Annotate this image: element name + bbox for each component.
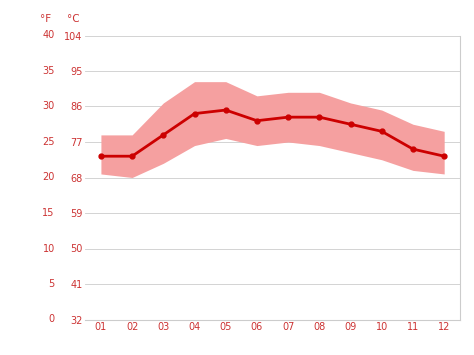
Text: 0: 0 xyxy=(49,315,55,324)
Text: °C: °C xyxy=(66,14,79,24)
Text: 25: 25 xyxy=(42,137,55,147)
Text: 5: 5 xyxy=(48,279,55,289)
Text: 40: 40 xyxy=(43,31,55,40)
Text: °F: °F xyxy=(40,14,52,24)
Text: 35: 35 xyxy=(42,66,55,76)
Text: 30: 30 xyxy=(43,102,55,111)
Text: 15: 15 xyxy=(42,208,55,218)
Text: 20: 20 xyxy=(42,173,55,182)
Text: 10: 10 xyxy=(43,244,55,253)
